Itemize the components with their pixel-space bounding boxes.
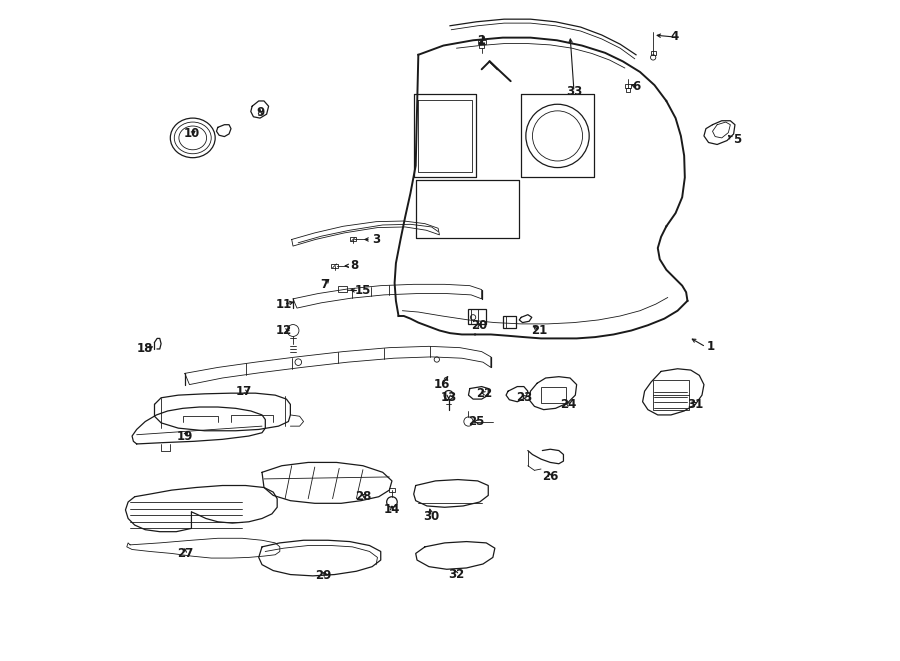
Bar [651,52,656,55]
Text: 9: 9 [256,106,265,120]
Text: 6: 6 [632,80,640,93]
Text: 33: 33 [566,85,582,98]
Text: 31: 31 [688,398,704,411]
Text: 21: 21 [531,324,547,337]
Text: 17: 17 [236,385,252,398]
Bar [478,40,486,44]
Text: 25: 25 [468,415,484,428]
Bar [389,488,395,492]
Text: 18: 18 [137,342,153,356]
Bar [503,316,516,328]
Text: 15: 15 [355,284,371,297]
Text: 14: 14 [383,504,400,516]
Text: 2: 2 [478,34,486,47]
Text: 1: 1 [706,340,715,354]
Bar [626,89,630,92]
Text: 8: 8 [350,259,358,272]
Text: 23: 23 [516,391,532,405]
Text: 26: 26 [542,471,558,483]
Text: 7: 7 [320,278,328,291]
Text: 10: 10 [184,128,200,140]
Bar [479,44,484,48]
Bar [331,264,338,268]
Text: 4: 4 [670,30,679,44]
Text: 27: 27 [176,547,193,560]
Text: 20: 20 [472,319,488,332]
Text: 12: 12 [275,324,292,337]
Bar [541,387,566,403]
Text: 13: 13 [441,391,457,405]
Bar [338,286,347,292]
Text: 29: 29 [315,569,331,582]
Text: 30: 30 [423,510,440,523]
Text: 24: 24 [561,398,577,411]
Text: 19: 19 [176,430,193,442]
Text: 11: 11 [275,297,292,311]
Bar [653,380,689,410]
Text: 16: 16 [434,378,450,391]
Text: 22: 22 [476,387,492,400]
Bar [625,84,632,88]
Text: 3: 3 [372,233,380,246]
Text: 5: 5 [733,133,741,145]
Bar [469,309,486,324]
Text: 32: 32 [448,568,464,581]
Text: 28: 28 [355,490,371,503]
Bar [350,237,356,241]
